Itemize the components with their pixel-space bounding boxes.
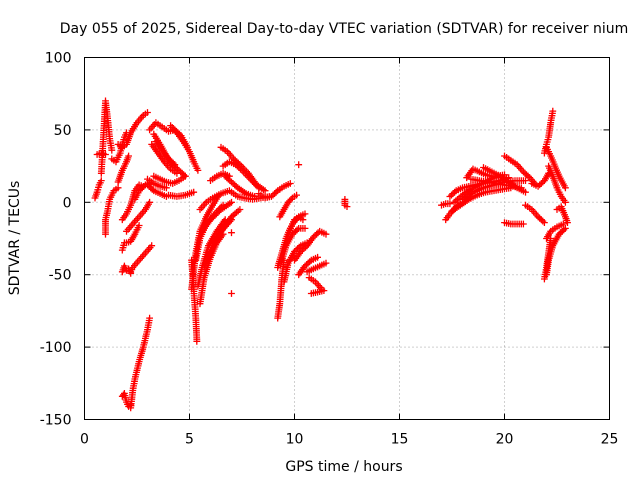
data-point (293, 191, 300, 199)
data-point (306, 258, 314, 266)
data-point (343, 203, 351, 210)
data-point (228, 198, 235, 206)
data-point (295, 161, 303, 169)
data-point (559, 220, 567, 228)
y-tick-label: 50 (54, 123, 72, 139)
data-point (293, 226, 301, 234)
data-point (522, 177, 529, 184)
chart-title: Day 055 of 2025, Sidereal Day-to-day VTE… (60, 21, 629, 37)
data-point (146, 198, 153, 206)
data-point (320, 287, 328, 294)
y-tick-label: 100 (45, 51, 72, 67)
data-point (301, 225, 309, 232)
x-tick-label: 25 (601, 432, 619, 448)
data-point (114, 184, 122, 192)
data-point (562, 225, 569, 232)
data-point (144, 109, 151, 116)
data-point (169, 159, 177, 167)
plot-frame (84, 57, 610, 420)
y-tick-label: -100 (40, 340, 72, 356)
data-point (236, 206, 244, 213)
y-tick-label: 0 (63, 195, 72, 211)
data-point (228, 290, 235, 297)
data-point (522, 188, 529, 196)
data-point (163, 184, 170, 192)
data-point (287, 196, 295, 203)
data-points (91, 97, 571, 412)
data-point (301, 210, 309, 218)
data-point (549, 107, 557, 115)
data-point (148, 242, 156, 250)
data-point (146, 314, 153, 322)
y-tick-label: -50 (49, 268, 72, 284)
x-tick-label: 0 (80, 432, 89, 448)
data-point (272, 188, 280, 196)
data-point (314, 253, 321, 261)
x-tick-label: 5 (185, 432, 194, 448)
data-point (564, 219, 571, 226)
axis-ticks: 0 5 10 15 20 25 -150 -100 -50 0 50 100 (40, 51, 619, 448)
data-point (125, 152, 132, 160)
data-point (322, 230, 330, 238)
data-point (193, 337, 201, 345)
data-point (322, 259, 330, 267)
data-point (181, 172, 189, 180)
data-point (108, 146, 116, 154)
data-point (228, 229, 235, 237)
data-point (148, 185, 156, 193)
data-point (539, 217, 547, 225)
y-tick-label: -150 (40, 413, 72, 429)
x-tick-label: 10 (286, 432, 304, 448)
data-point (255, 184, 263, 192)
data-point (451, 188, 458, 196)
x-axis-label: GPS time / hours (285, 459, 402, 475)
data-point (562, 184, 569, 192)
data-point (286, 180, 294, 187)
data-point (446, 200, 454, 208)
data-point (102, 151, 109, 158)
data-point (541, 219, 548, 226)
data-point (562, 198, 569, 206)
data-point (261, 187, 269, 195)
data-point (97, 177, 105, 184)
data-point (194, 167, 202, 174)
data-point (135, 222, 143, 229)
x-tick-label: 15 (391, 432, 409, 448)
data-point (237, 165, 244, 173)
data-point (520, 220, 527, 228)
data-point (560, 226, 568, 234)
data-point (190, 188, 198, 196)
x-tick-label: 20 (496, 432, 514, 448)
data-point (171, 161, 179, 169)
y-axis-label: SDTVAR / TECUs (7, 181, 23, 296)
data-point (524, 172, 532, 180)
grid (84, 57, 610, 420)
